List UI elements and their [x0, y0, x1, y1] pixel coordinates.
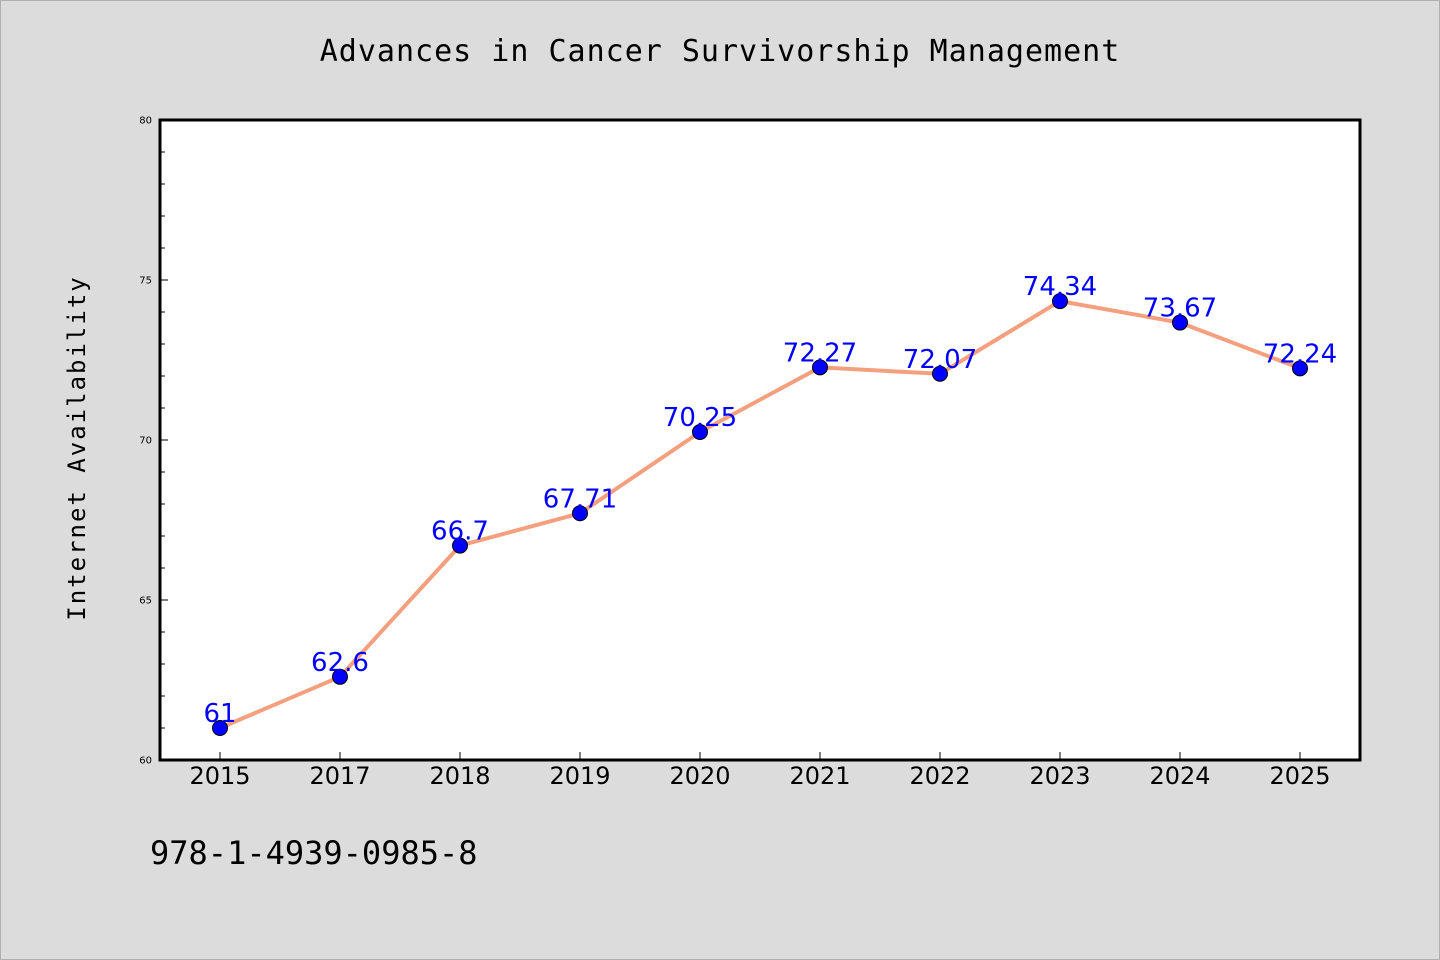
data-point-marker: [332, 668, 348, 685]
x-tick-label: 2024: [1149, 762, 1210, 790]
data-label: 62.6: [311, 648, 369, 678]
x-tick-label: 2021: [789, 762, 850, 790]
data-point-marker: [932, 365, 948, 382]
data-point-marker: [572, 505, 588, 522]
x-tick-label: 2025: [1269, 762, 1330, 790]
data-point-marker: [1172, 314, 1188, 331]
y-tick-label: 75: [139, 276, 152, 287]
x-tick-label: 2017: [309, 762, 370, 790]
data-label: 61: [203, 699, 236, 729]
x-tick-label: 2020: [669, 762, 730, 790]
data-label: 72.24: [1263, 339, 1337, 369]
data-labels: 61 62.6 66.7 67.71 70.25 72.27 72.07 74.34 73.67…: [203, 272, 1337, 729]
series-line: [218, 299, 1302, 730]
plot-border: [158, 118, 1362, 762]
chart-title: Advances in Cancer Survivorship Manageme…: [319, 34, 1121, 69]
data-label: 67.71: [543, 484, 617, 514]
data-label: 74.34: [1023, 272, 1097, 302]
series-markers: [212, 293, 1308, 736]
data-point-marker: [212, 720, 228, 736]
footer-code: 978-1-4939-0985-8: [150, 834, 478, 872]
data-point-marker: [812, 359, 828, 376]
x-tick-label: 2023: [1029, 762, 1090, 790]
x-tick-label: 2022: [909, 762, 970, 790]
data-label: 70.25: [663, 403, 737, 433]
data-point-marker: [692, 424, 708, 440]
x-tick-label: 2018: [429, 762, 490, 790]
y-tick-label: 70: [139, 436, 152, 447]
y-tick-label: 65: [139, 596, 152, 607]
data-point-marker: [1052, 293, 1068, 310]
y-tick-label: 60: [139, 756, 152, 767]
data-point-marker: [1292, 360, 1308, 377]
data-point-marker: [452, 537, 468, 554]
x-tick-label: 2015: [189, 762, 250, 790]
y-tick-label: 80: [139, 116, 152, 127]
data-label: 66.7: [431, 517, 489, 547]
data-label: 73.67: [1143, 294, 1217, 324]
data-label: 72.07: [903, 345, 977, 375]
data-label: 72.27: [783, 338, 857, 368]
x-tick-label: 2019: [549, 762, 610, 790]
x-axis-ticks: 2015 2017 2018 2019 2020 2021 2022 2023 2024 2025: [189, 752, 1331, 790]
